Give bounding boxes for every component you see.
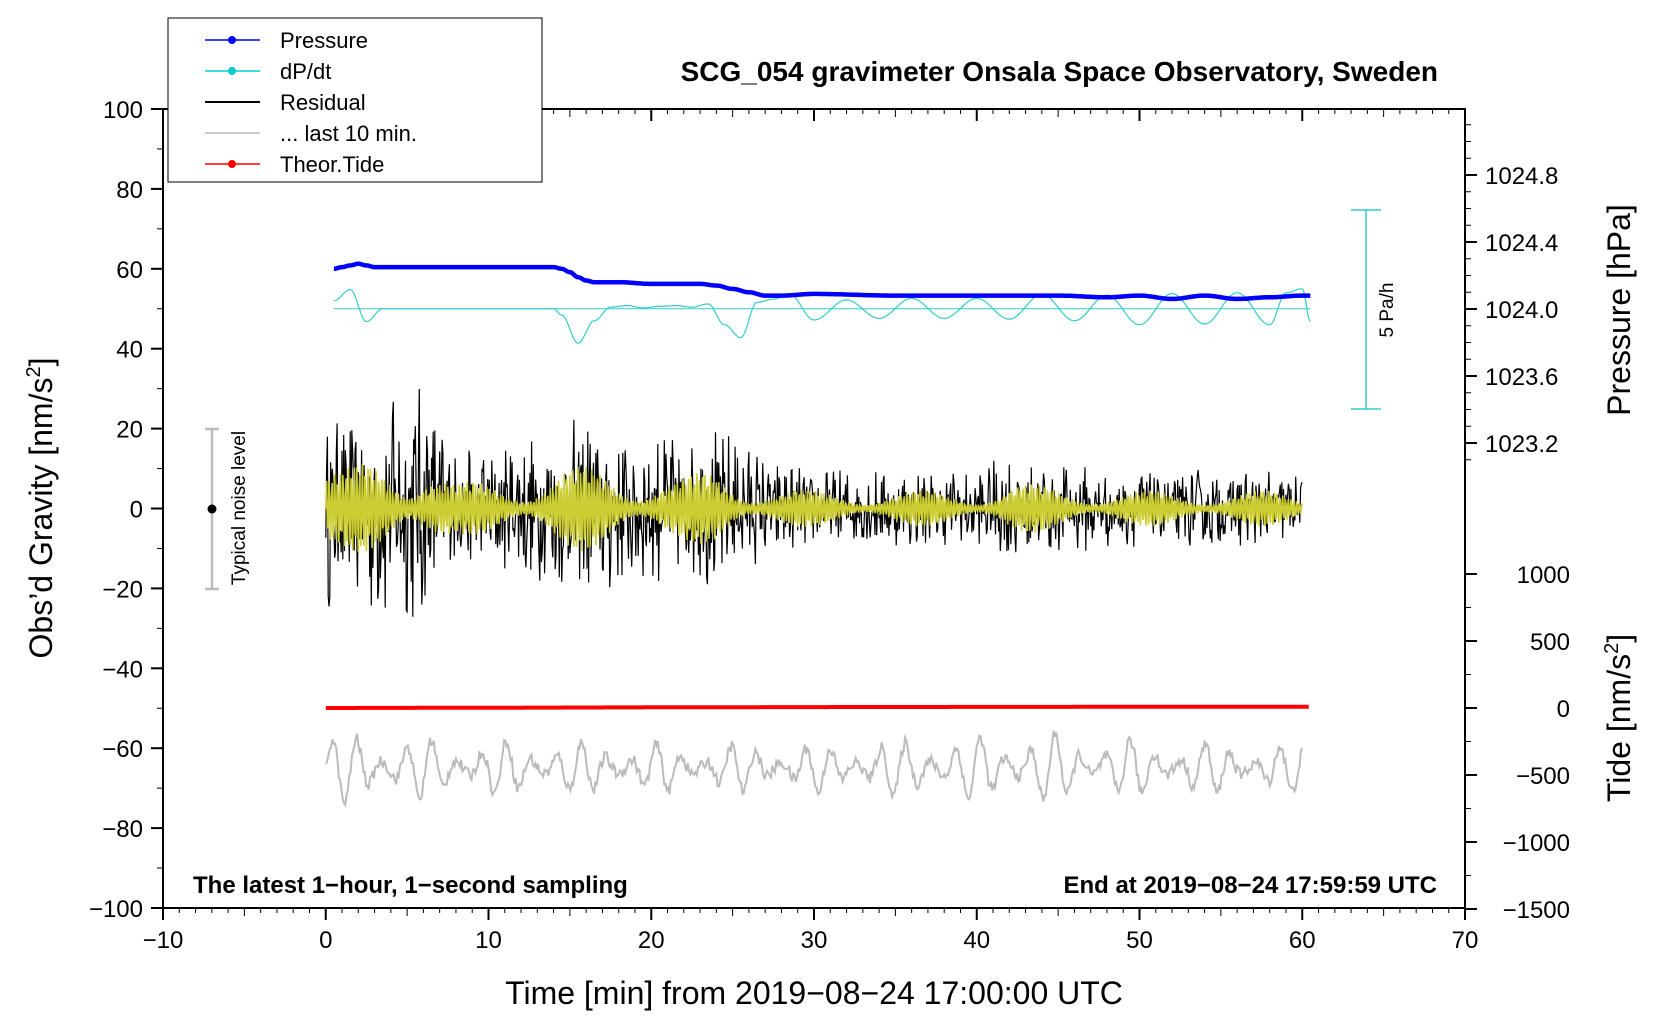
tide-tick-label: 0	[1557, 696, 1570, 723]
tide-tick-label: 500	[1530, 629, 1570, 656]
residual-fit-line	[325, 464, 1303, 553]
pressure-tick-label: 1023.6	[1485, 364, 1558, 391]
y-tick-label: 80	[116, 177, 143, 204]
legend-item: Residual	[205, 90, 366, 115]
legend-label: Theor.Tide	[280, 152, 384, 177]
pressure-tick-label: 1024.8	[1485, 163, 1558, 190]
legend-item: Theor.Tide	[205, 152, 384, 177]
legend-swatch-marker	[228, 67, 236, 75]
legend-label: Residual	[280, 90, 366, 115]
y-tick-label: 20	[116, 417, 143, 444]
y-axis-label-gravity: Obs’d Gravity [nm/s2]	[23, 358, 59, 659]
x-axis-label: Time [min] from 2019−08−24 17:00:00 UTC	[505, 975, 1123, 1011]
dpdt-line	[333, 288, 1311, 344]
x-tick-label: −10	[143, 927, 184, 954]
legend-label: ... last 10 min.	[280, 121, 417, 146]
x-tick-label: 0	[319, 927, 332, 954]
legend-label: Pressure	[280, 28, 368, 53]
annotation-end-time: End at 2019−08−24 17:59:59 UTC	[1063, 872, 1437, 899]
noise-level-label: Typical noise level	[229, 431, 250, 585]
legend-item: ... last 10 min.	[205, 121, 417, 146]
legend-swatch-marker	[228, 36, 236, 44]
last-10-min-line	[324, 730, 1304, 808]
y-tick-label: −80	[102, 816, 143, 843]
y-axis-label-pressure: Pressure [hPa]	[1601, 204, 1637, 416]
legend-item: dP/dt	[205, 59, 331, 84]
y-tick-label: 100	[103, 97, 143, 124]
legend-item: Pressure	[205, 28, 368, 53]
tide-tick-label: 1000	[1517, 562, 1570, 589]
legend-label: dP/dt	[280, 59, 331, 84]
x-tick-label: 60	[1289, 927, 1316, 954]
x-tick-label: 10	[475, 927, 502, 954]
dpdt-scale-bar: 5 Pa/h	[1351, 209, 1398, 410]
pressure-tick-label: 1024.4	[1485, 230, 1558, 257]
y-tick-label: 0	[130, 497, 143, 524]
tide-tick-label: −500	[1516, 763, 1570, 790]
tide-tick-label: −1000	[1503, 830, 1570, 857]
x-tick-label: 50	[1126, 927, 1153, 954]
dpdt-scale-label: 5 Pa/h	[1377, 283, 1398, 338]
pressure-tick-label: 1023.2	[1485, 431, 1558, 458]
y-tick-label: −100	[89, 896, 143, 923]
legend-box	[167, 17, 543, 183]
x-tick-label: 70	[1452, 927, 1479, 954]
x-tick-label: 40	[963, 927, 990, 954]
residual-series	[325, 388, 1303, 617]
legend: Pressure dP/dt Residual ... last 10 min. The…	[167, 17, 543, 183]
x-tick-label: 20	[638, 927, 665, 954]
pressure-line	[332, 261, 1312, 302]
y-tick-label: 40	[116, 337, 143, 364]
y-tick-label: −20	[102, 576, 143, 603]
legend-swatch-marker	[228, 160, 236, 168]
y-tick-label: −40	[102, 656, 143, 683]
tide-line	[325, 704, 1309, 710]
y-tick-label: −60	[102, 736, 143, 763]
tide-tick-label: −1500	[1503, 897, 1570, 924]
y-tick-label: 60	[116, 257, 143, 284]
annotation-sampling: The latest 1−hour, 1−second sampling	[193, 872, 628, 899]
last-10-min-series	[324, 730, 1304, 808]
pressure-tick-label: 1024.0	[1485, 297, 1558, 324]
dpdt-series	[333, 288, 1311, 344]
axes: −10 0 10 20 30 40 50 60 70−100−80−60−40−20020406…	[89, 97, 1570, 954]
y-axis-label-tide: Tide [nm/s2]	[1601, 634, 1637, 802]
noise-level-dot	[207, 504, 217, 514]
noise-level-indicator: Typical noise level	[205, 427, 250, 591]
chart-title: SCG_054 gravimeter Onsala Space Observat…	[681, 56, 1438, 87]
theoretical-tide-series	[325, 704, 1309, 710]
x-tick-label: 30	[801, 927, 828, 954]
pressure-series	[332, 261, 1312, 302]
